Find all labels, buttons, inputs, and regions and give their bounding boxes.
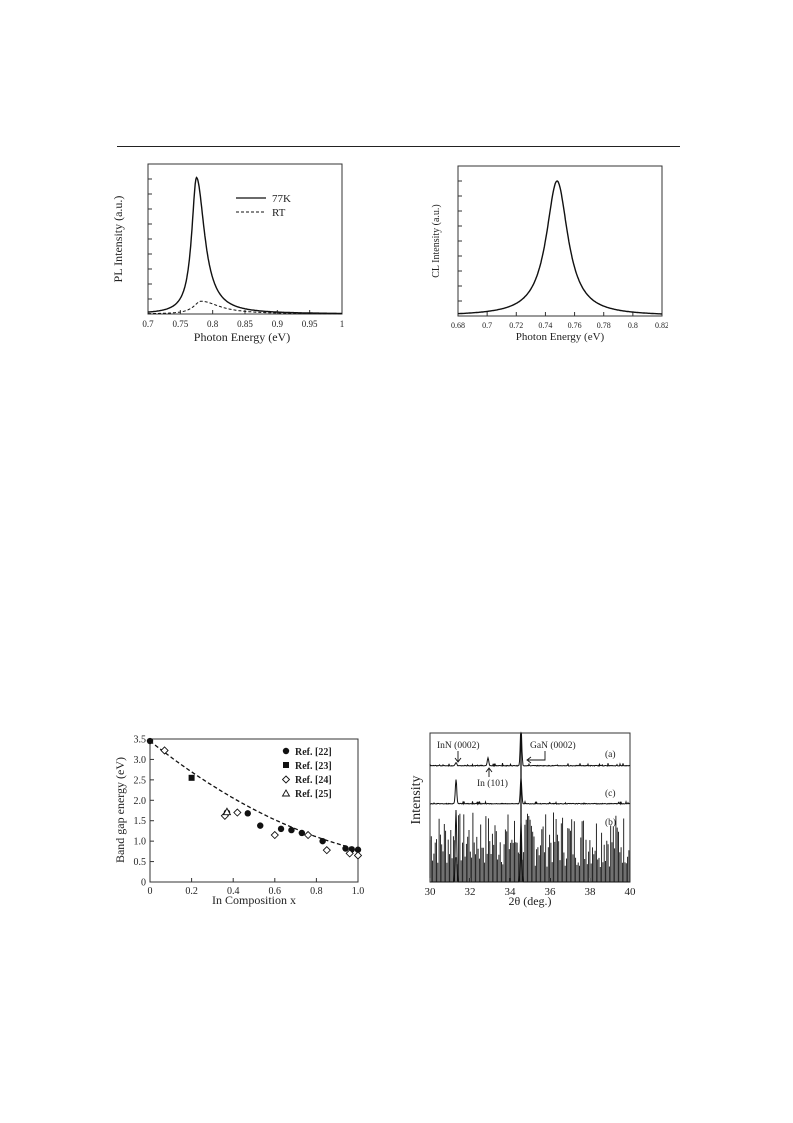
x-axis-label: Photon Energy (eV) — [194, 330, 290, 344]
x-tick-label: 0.68 — [451, 321, 465, 330]
data-point-22 — [257, 822, 264, 829]
data-point-22 — [288, 826, 295, 834]
band-gap-figure: 0 0.2 0.4 0.6 0.8 1.0 0 0.5 1.0 1.5 2.0 2.5 3.0 3.5 R… — [113, 728, 368, 908]
y-axis-label: Band gap energy (eV) — [113, 757, 127, 863]
arrow-inn — [454, 751, 462, 763]
y-tick-label: 3.0 — [134, 755, 147, 766]
x-tick-label: 1.0 — [352, 886, 365, 897]
legend-marker-ref25 — [281, 789, 291, 797]
header-rule — [117, 146, 680, 147]
x-tick-label: 0.6 — [269, 886, 282, 897]
y-axis-label: Intensity — [410, 776, 424, 825]
pl-spectrum-figure: 0.7 0.75 0.8 0.85 0.9 0.95 1 77K RT Photon Ene… — [108, 158, 348, 346]
annotation-inn: InN (0002) — [437, 740, 479, 751]
trace-label-c: (c) — [605, 788, 616, 799]
x-tick-label: 0.76 — [568, 321, 582, 330]
data-point-24 — [233, 808, 242, 817]
x-tick-label: 0.72 — [509, 321, 523, 330]
y-axis-label: CL Intensity (a.u.) — [431, 204, 442, 278]
x-tick-label: 0.9 — [272, 319, 284, 329]
xrd-trace-c — [430, 777, 631, 806]
y-tick-label: 0 — [141, 878, 146, 889]
data-point-22 — [146, 737, 154, 745]
pl-spectrum-chart: 0.7 0.75 0.8 0.85 0.9 0.95 1 77K RT Photon Ene… — [111, 163, 345, 344]
x-axis-label: 2θ (deg.) — [508, 894, 551, 908]
band-gap-chart: 0 0.2 0.4 0.6 0.8 1.0 0 0.5 1.0 1.5 2.0 2.5 3.0 3.5 R… — [113, 735, 365, 908]
data-point-24 — [303, 830, 313, 840]
x-tick-label: 0.78 — [597, 321, 611, 330]
data-point-22 — [319, 837, 326, 845]
data-point-22 — [244, 810, 251, 817]
cl-spectrum-figure: 0.68 0.7 0.72 0.74 0.76 0.78 0.8 0.82 Photon En… — [428, 160, 668, 346]
annotation-gan: GaN (0002) — [530, 740, 576, 751]
data-point-25 — [222, 807, 232, 816]
data-point-22 — [342, 845, 349, 852]
legend-label-ref23: Ref. [23] — [295, 761, 332, 772]
noise-trace-b — [429, 812, 630, 882]
data-point-22 — [354, 846, 362, 853]
x-tick-label: 0.82 — [655, 321, 668, 330]
xrd-chart: 30 32 34 36 38 40 InN (0002) GaN (0002) In (1… — [410, 731, 637, 908]
y-tick-label: 3.5 — [134, 735, 147, 746]
data-point-24 — [160, 746, 169, 755]
data-point-22 — [277, 825, 285, 833]
y-tick-label: 2.0 — [134, 796, 147, 807]
legend-label-ref25: Ref. [25] — [295, 789, 332, 800]
data-point-22 — [298, 829, 306, 837]
x-tick-label: 36 — [545, 886, 557, 898]
y-tick-label: 0.5 — [134, 857, 147, 868]
legend-marker-ref24 — [281, 775, 291, 784]
data-point-24 — [322, 845, 331, 855]
cl-spectrum-chart: 0.68 0.7 0.72 0.74 0.76 0.78 0.8 0.82 Photon En… — [431, 165, 668, 343]
x-tick-label: 0 — [148, 886, 153, 897]
x-tick-label: 0.7 — [482, 321, 492, 330]
x-axis-label: Photon Energy (eV) — [516, 331, 605, 343]
y-tick-label: 2.5 — [134, 775, 147, 786]
trace-label-a: (a) — [605, 749, 616, 760]
y-tick-label: 1.5 — [134, 816, 147, 827]
x-tick-label: 1 — [340, 319, 345, 329]
xrd-trace-a — [429, 731, 631, 768]
x-tick-label: 0.95 — [302, 319, 318, 329]
x-tick-label: 38 — [585, 886, 597, 898]
x-tick-label: 0.75 — [172, 319, 188, 329]
x-tick-label: 0.8 — [207, 319, 219, 329]
x-tick-label: 0.74 — [538, 321, 552, 330]
x-tick-label: 0.7 — [142, 319, 154, 329]
legend-marker-ref23 — [283, 762, 289, 768]
data-point-24 — [353, 851, 363, 860]
arrow-in101 — [485, 767, 493, 777]
trace-label-b: (b) — [605, 817, 616, 828]
xrd-trace-b — [430, 809, 630, 883]
data-point-24 — [270, 830, 279, 840]
annotation-in101: In (101) — [477, 778, 508, 789]
legend-marker-ref22 — [282, 747, 290, 755]
y-tick-label: 1.0 — [134, 837, 147, 848]
x-tick-label: 0.8 — [628, 321, 638, 330]
x-tick-label: 0.2 — [185, 886, 198, 897]
series-line-rt — [148, 300, 342, 315]
plot-frame — [147, 163, 343, 315]
x-tick-label: 30 — [425, 886, 437, 898]
x-tick-label: 0.85 — [237, 319, 253, 329]
plot-frame — [149, 738, 359, 883]
fit-curve — [149, 740, 359, 850]
arrow-gan — [526, 751, 546, 764]
legend-label-ref22: Ref. [22] — [295, 747, 332, 758]
x-tick-label: 0.8 — [310, 886, 323, 897]
xrd-figure: 30 32 34 36 38 40 InN (0002) GaN (0002) In (1… — [410, 728, 648, 910]
cl-series-line — [457, 180, 662, 315]
legend-label-rt: RT — [272, 207, 286, 219]
legend-label-ref24: Ref. [24] — [295, 775, 332, 786]
legend-label-77k: 77K — [272, 193, 291, 205]
x-axis-label: In Composition x — [212, 893, 296, 907]
x-tick-label: 40 — [625, 886, 637, 898]
y-axis-label: PL Intensity (a.u.) — [111, 196, 125, 283]
x-tick-label: 34 — [505, 886, 517, 898]
data-point-24 — [345, 849, 354, 858]
data-point-23 — [188, 774, 195, 781]
x-tick-label: 0.4 — [227, 886, 240, 897]
x-tick-label: 32 — [465, 886, 476, 898]
